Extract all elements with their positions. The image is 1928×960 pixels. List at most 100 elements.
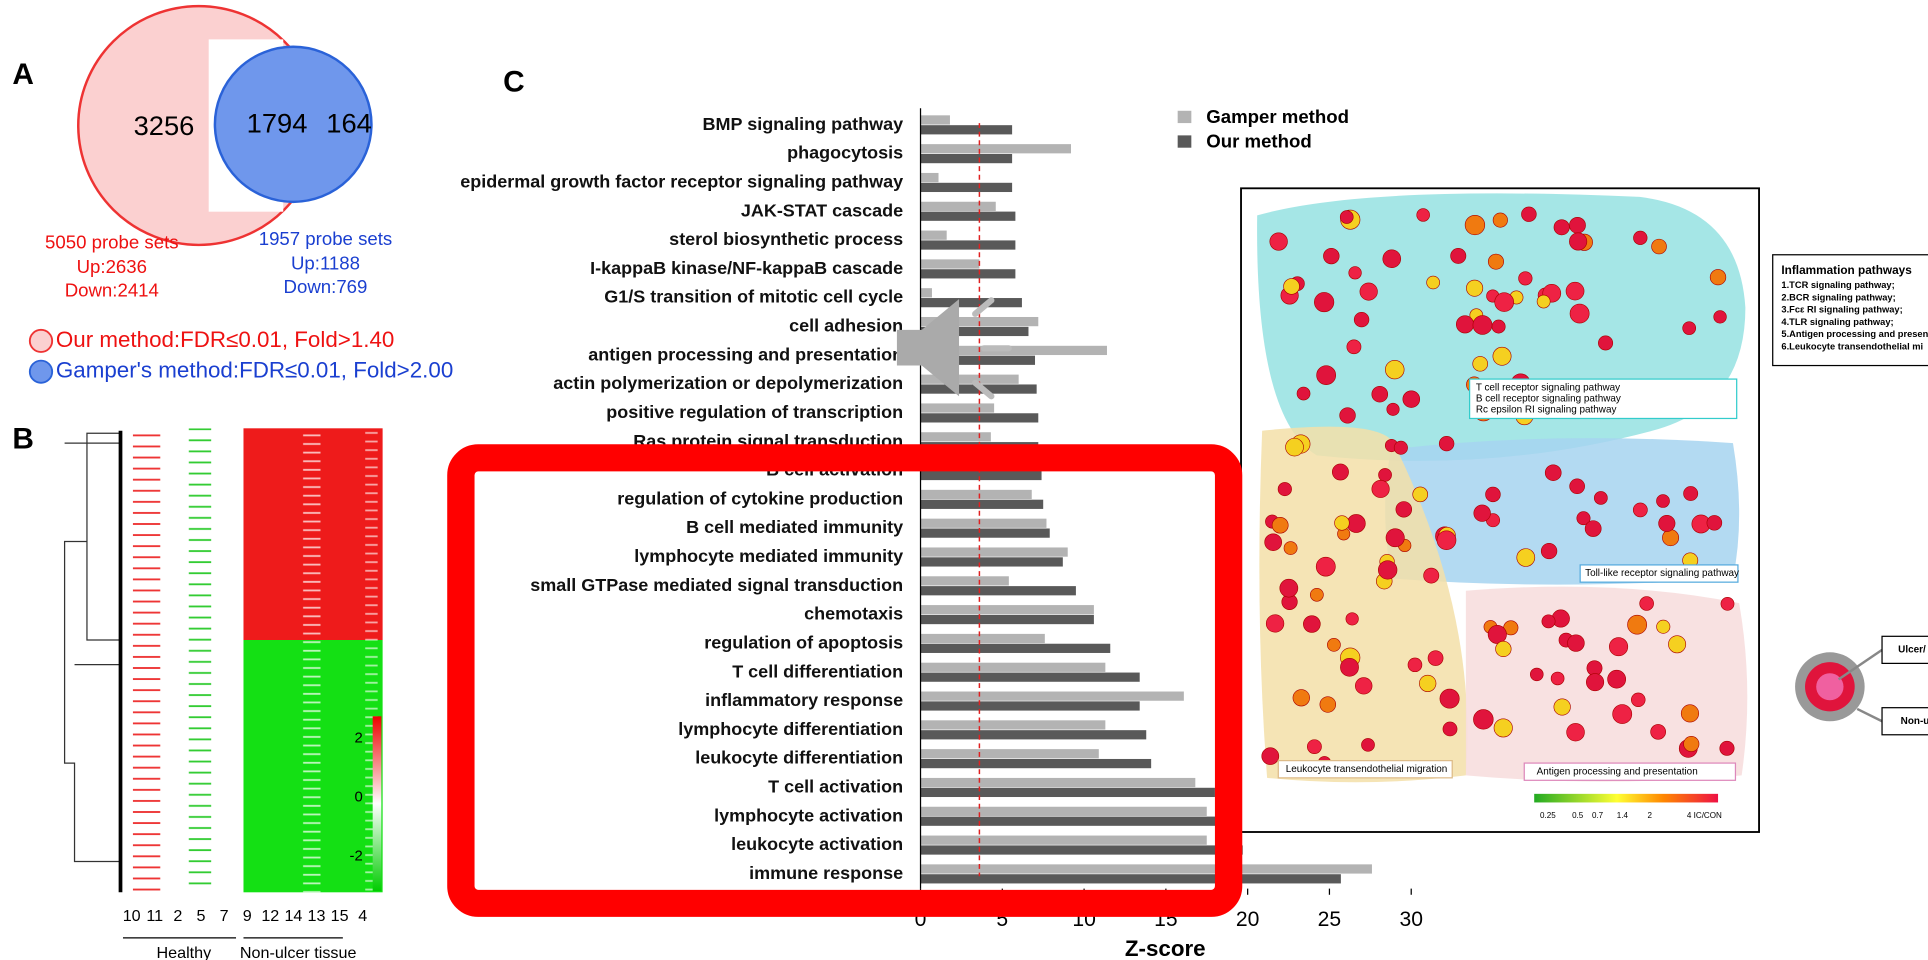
pathway-node	[1473, 710, 1493, 730]
pathway-node	[1494, 719, 1512, 737]
pathway-node	[1379, 468, 1392, 481]
pathway-node	[1721, 597, 1734, 610]
panel-label: A	[12, 58, 34, 91]
panel-label: B	[12, 423, 34, 456]
legend-swatch	[30, 361, 52, 383]
inflammation-title: Inflammation pathways	[1781, 264, 1912, 277]
pathway-node	[1286, 438, 1304, 456]
pathway-node	[1640, 597, 1654, 611]
bar	[921, 615, 1094, 624]
pathway-node	[1586, 674, 1603, 691]
pathway-node	[1297, 387, 1310, 400]
x-tick-label: 25	[1318, 908, 1341, 931]
bar	[921, 240, 1016, 249]
region-label: Leukocyte transendothelial migration	[1286, 764, 1448, 775]
colorbar-label: -2	[349, 849, 362, 865]
category-label: epidermal growth factor receptor signali…	[460, 172, 903, 192]
category-label: chemotaxis	[804, 604, 903, 624]
bar	[921, 183, 1013, 192]
pathway-node	[1473, 356, 1488, 371]
group-label: Non-ulcer tissue	[240, 944, 357, 960]
category-label: positive regulation of transcription	[606, 402, 903, 422]
pathway-node	[1354, 312, 1369, 327]
column-label: 14	[284, 907, 302, 925]
inflammation-item: 6.Leukocyte transendothelial mi	[1781, 342, 1923, 352]
bar	[921, 817, 1230, 826]
pathway-node	[1681, 705, 1699, 722]
pathway-node	[1569, 233, 1586, 250]
venn-count: 164	[326, 108, 372, 139]
pathway-node	[1566, 282, 1584, 300]
venn-caption: Down:769	[284, 276, 368, 297]
column-label: 2	[173, 907, 182, 925]
pathway-node	[1659, 515, 1675, 531]
pathway-node	[1413, 487, 1428, 502]
venn-count: 3256	[134, 110, 195, 141]
bar	[921, 500, 1044, 509]
pathway-node	[1323, 248, 1339, 264]
pathway-node	[1270, 233, 1288, 251]
column-label: 4	[358, 907, 367, 925]
pathway-node	[1530, 668, 1543, 681]
pathway-node	[1280, 579, 1298, 597]
pathway-node	[1355, 678, 1372, 695]
category-label: phagocytosis	[787, 143, 903, 163]
legend-swatch	[1178, 135, 1192, 147]
x-tick-label: 30	[1399, 908, 1422, 931]
bar	[921, 845, 1243, 854]
pathway-node	[1340, 211, 1353, 224]
legend-label: Gamper's method:FDR≤0.01, Fold>2.00	[56, 358, 453, 383]
pathway-node	[1396, 502, 1412, 518]
bar	[921, 557, 1063, 566]
pathway-node	[1567, 723, 1585, 741]
bar	[921, 547, 1068, 556]
pathway-node	[1456, 316, 1473, 333]
category-label: BMP signaling pathway	[703, 114, 904, 134]
heatmap-texture	[243, 428, 382, 892]
category-label: immune response	[749, 863, 903, 883]
pathway-node	[1340, 658, 1358, 676]
category-label: lymphocyte activation	[714, 805, 903, 825]
pathway-node	[1284, 542, 1297, 555]
category-label: leukocyte differentiation	[695, 748, 903, 768]
pathway-node	[1570, 479, 1585, 494]
pathway-node	[1707, 515, 1722, 530]
pathway-node	[1537, 295, 1550, 308]
category-label: T cell activation	[768, 777, 903, 797]
pathway-node	[1327, 638, 1340, 651]
pathway-node	[1361, 738, 1374, 751]
bar	[921, 701, 1140, 710]
pathway-node	[1554, 699, 1571, 715]
legend-swatch	[1178, 111, 1192, 123]
bar	[921, 212, 1016, 221]
bar	[921, 644, 1111, 653]
bar	[921, 874, 1341, 883]
inflammation-item: 4.TLR signaling pathway;	[1781, 317, 1893, 327]
bar	[921, 269, 1016, 278]
bar	[921, 202, 996, 211]
pathway-node	[1473, 316, 1492, 335]
pathway-node	[1419, 675, 1436, 692]
pathway-node	[1451, 248, 1466, 263]
category-label: lymphocyte differentiation	[678, 719, 903, 739]
pathway-node	[1417, 209, 1430, 222]
bar	[921, 692, 1184, 701]
category-label: T cell differentiation	[732, 661, 903, 681]
pathway-node	[1714, 311, 1727, 324]
inflammation-item: 1.TCR signaling pathway;	[1781, 280, 1894, 290]
scale-label: 4 IC/CON	[1687, 811, 1722, 820]
pathway-node	[1651, 724, 1666, 739]
venn-caption: 1957 probe sets	[259, 228, 393, 249]
group-label: Healthy	[156, 944, 211, 960]
category-label: B cell mediated immunity	[686, 517, 903, 537]
bar	[921, 259, 980, 268]
legend-label: Our method:FDR≤0.01, Fold>1.40	[56, 327, 394, 352]
venn-caption: Up:1188	[291, 253, 360, 274]
category-label: G1/S transition of mitotic cell cycle	[604, 287, 903, 307]
bar	[921, 788, 1215, 797]
pathway-node	[1684, 736, 1699, 751]
page: A 3256 1794 164 5050 probe sets Up:2636 …	[0, 0, 1928, 960]
pathway-node	[1424, 568, 1439, 583]
pathway-node	[1378, 561, 1397, 580]
bar	[921, 778, 1196, 787]
